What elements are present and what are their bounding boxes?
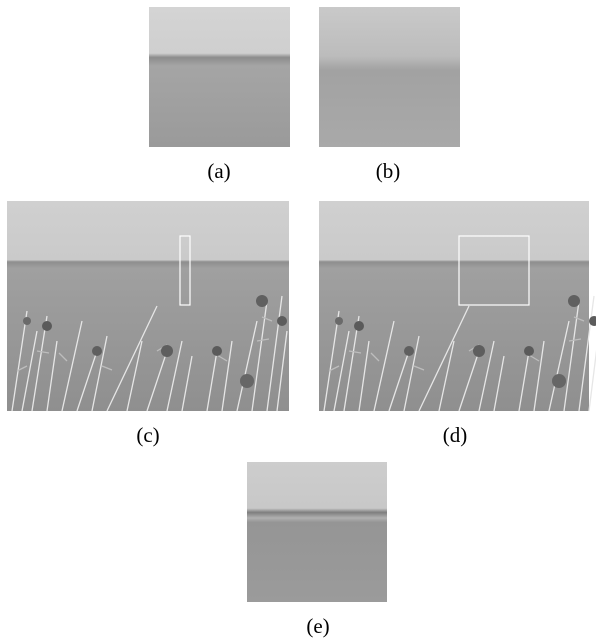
panel-label: (a) bbox=[207, 159, 230, 183]
image-b bbox=[319, 7, 460, 147]
image-d bbox=[319, 201, 596, 411]
image-a bbox=[149, 7, 290, 147]
image-c bbox=[7, 201, 289, 411]
panel-label: (e) bbox=[306, 614, 329, 638]
panel-label: (d) bbox=[443, 423, 468, 447]
panel-label: (c) bbox=[136, 423, 159, 447]
panel-label: (b) bbox=[376, 159, 401, 183]
image-e bbox=[247, 462, 387, 602]
figure: (a) (b) (c) (d) (e) bbox=[0, 0, 596, 643]
